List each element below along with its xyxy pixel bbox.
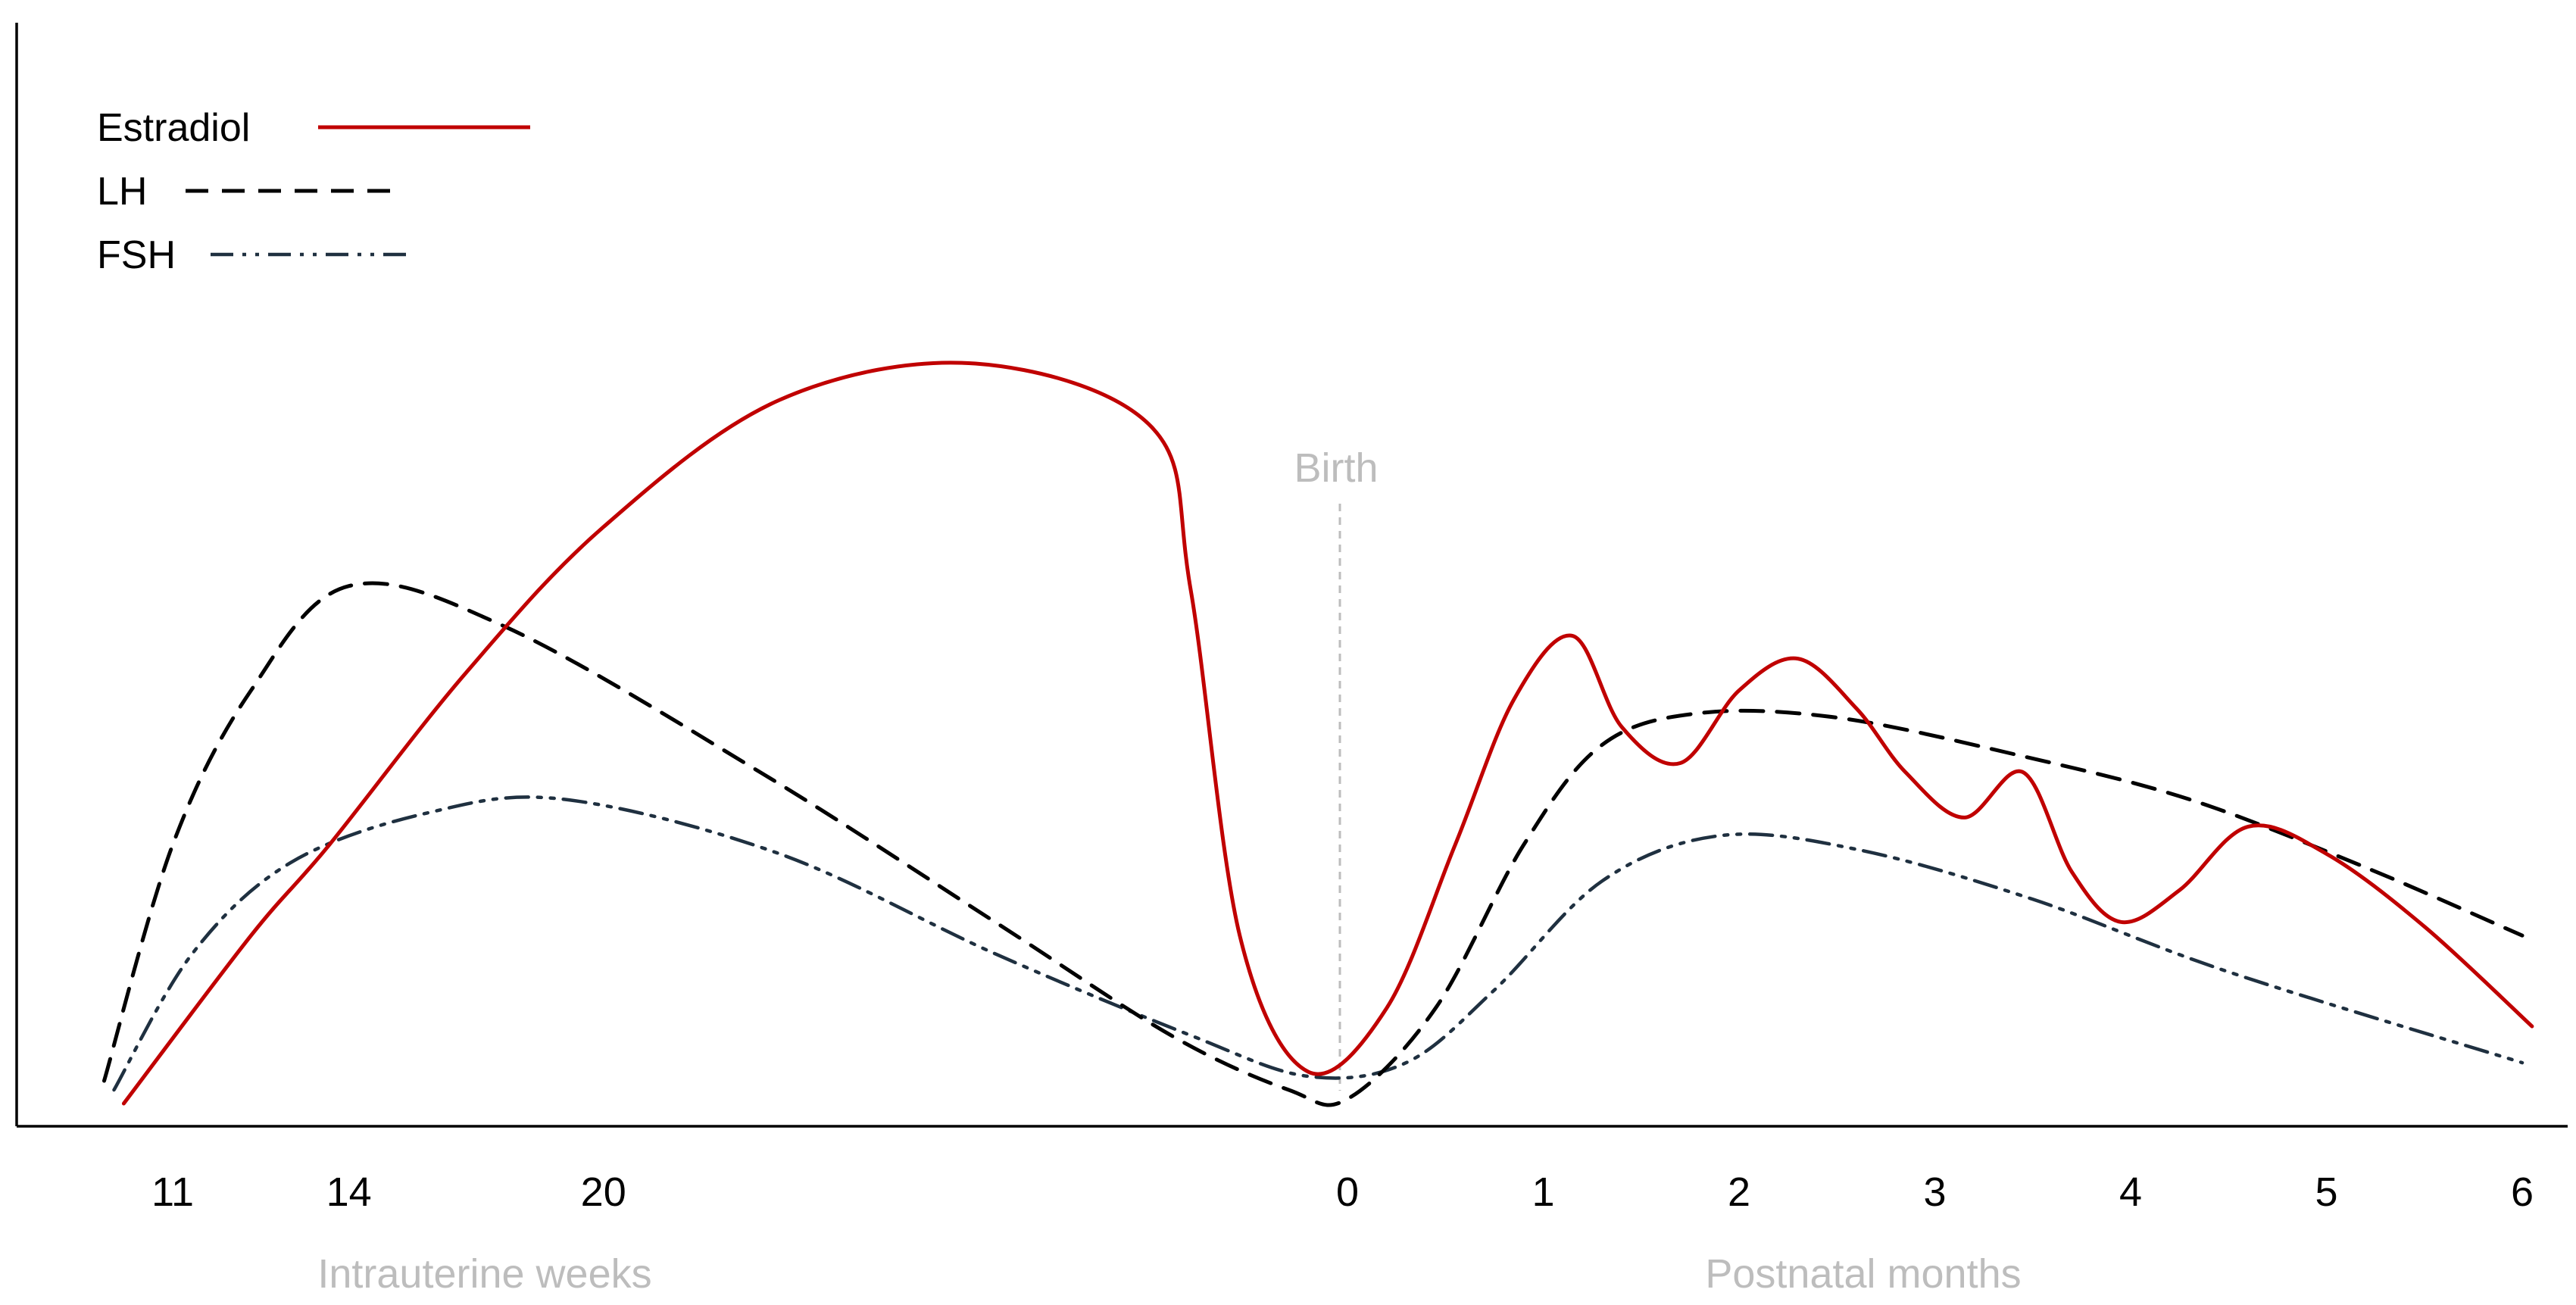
axes bbox=[15, 23, 2568, 1128]
x-tick-label: 3 bbox=[1923, 1169, 1946, 1215]
postnatal-group-label: Postnatal months bbox=[1705, 1251, 2021, 1297]
tick-labels: 11 14 20 0 1 2 3 4 5 6 bbox=[151, 1169, 2534, 1215]
legend-label-lh: LH bbox=[97, 170, 147, 214]
x-tick-label: 4 bbox=[2119, 1169, 2142, 1215]
x-tick-label: 2 bbox=[1728, 1169, 1750, 1215]
legend-label-fsh: FSH bbox=[97, 233, 176, 277]
birth-annotation: Birth bbox=[1294, 445, 1379, 1091]
legend: Estradiol LH FSH bbox=[97, 106, 530, 277]
estradiol-series-line bbox=[121, 361, 2534, 1106]
x-tick-label: 0 bbox=[1336, 1169, 1359, 1215]
fsh-series-line bbox=[112, 795, 2524, 1092]
x-tick-label: 6 bbox=[2511, 1169, 2534, 1215]
lh-series-line bbox=[102, 581, 2524, 1107]
legend-label-estradiol: Estradiol bbox=[97, 106, 250, 150]
series-layer bbox=[102, 361, 2534, 1107]
birth-label: Birth bbox=[1294, 445, 1378, 491]
x-tick-label: 20 bbox=[581, 1169, 626, 1215]
x-tick-label: 14 bbox=[326, 1169, 372, 1215]
x-group-labels: Intrauterine weeks Postnatal months bbox=[317, 1251, 2021, 1297]
x-tick-label: 5 bbox=[2315, 1169, 2337, 1215]
intrauterine-group-label: Intrauterine weeks bbox=[317, 1251, 651, 1297]
x-tick-label: 11 bbox=[151, 1169, 194, 1215]
x-tick-label: 1 bbox=[1532, 1169, 1554, 1215]
